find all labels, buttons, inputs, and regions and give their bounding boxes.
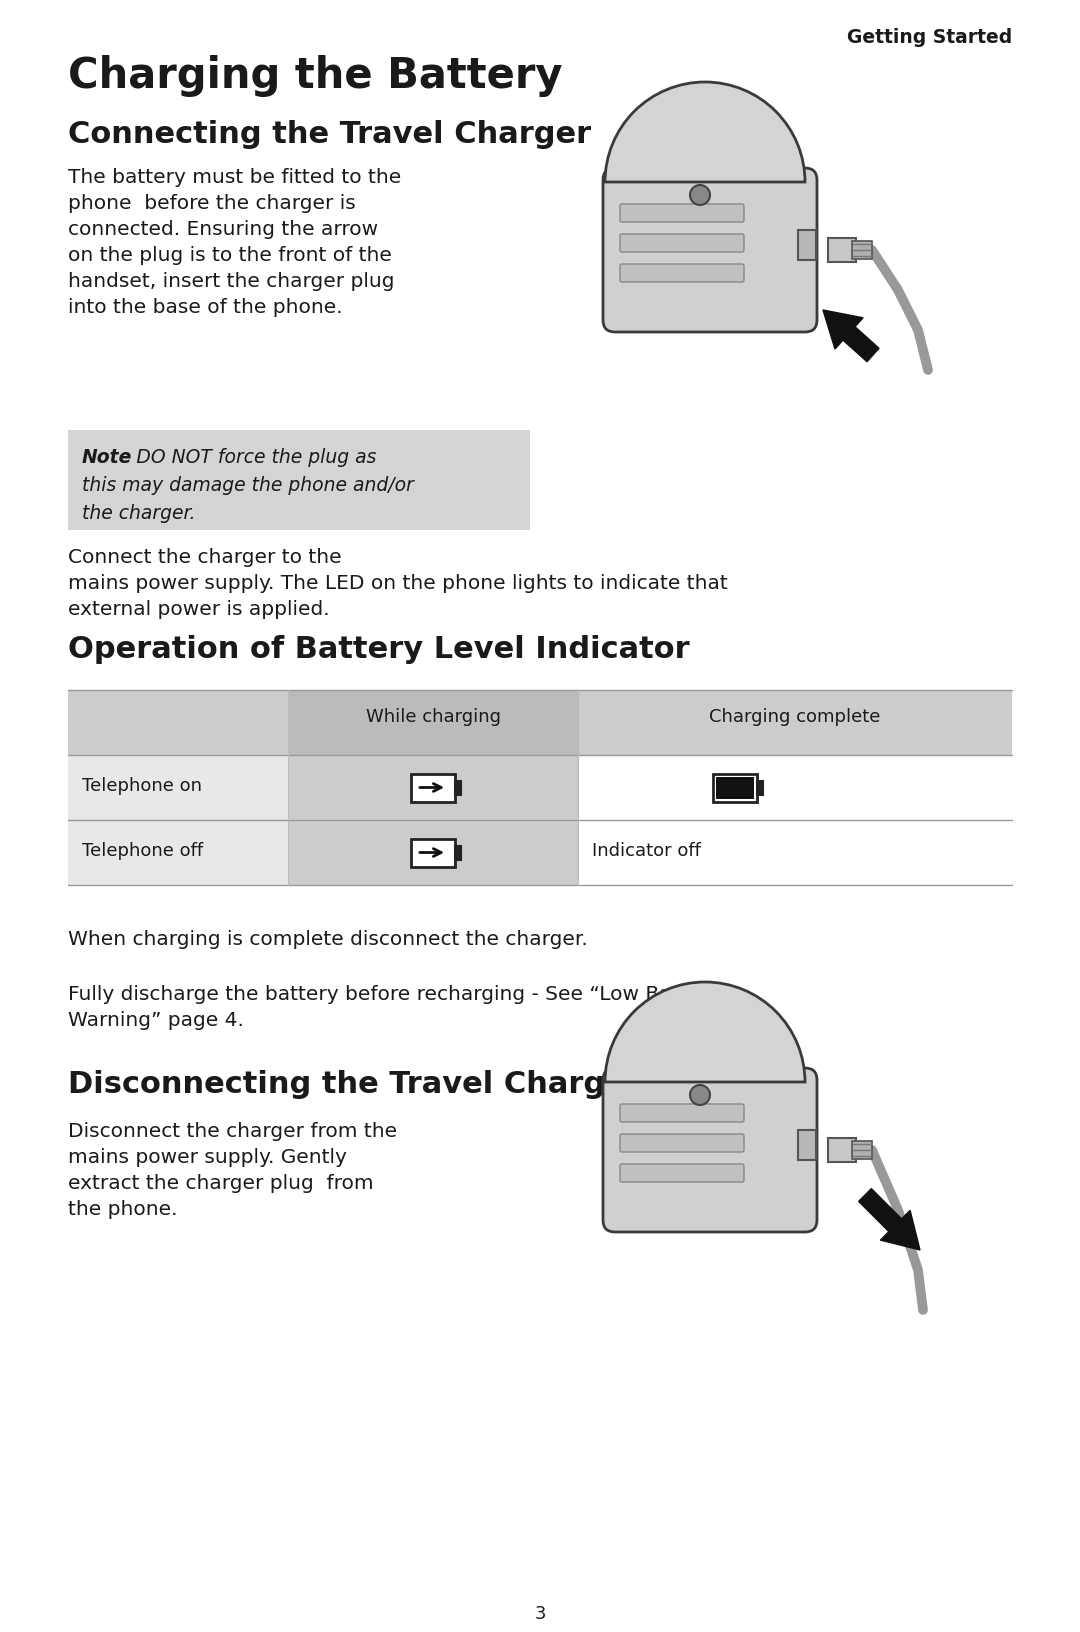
Text: : DO NOT force the plug as: : DO NOT force the plug as (124, 449, 376, 467)
Wedge shape (605, 82, 805, 183)
Text: external power is applied.: external power is applied. (68, 601, 329, 619)
Bar (828, 1138, 856, 1162)
Text: Connect the charger to the: Connect the charger to the (68, 548, 341, 566)
Text: this may damage the phone and/or: this may damage the phone and/or (82, 477, 414, 494)
Text: The battery must be fitted to the: The battery must be fitted to the (68, 168, 402, 188)
Text: Disconnecting the Travel Charger: Disconnecting the Travel Charger (68, 1071, 640, 1098)
Text: 3: 3 (535, 1604, 545, 1622)
Bar (757, 780, 762, 795)
FancyArrow shape (823, 310, 879, 362)
Bar (716, 777, 754, 798)
Text: extract the charger plug  from: extract the charger plug from (68, 1173, 374, 1193)
Text: Connecting the Travel Charger: Connecting the Travel Charger (68, 121, 591, 149)
Bar (288, 690, 578, 756)
FancyBboxPatch shape (620, 1134, 744, 1152)
Bar (68, 690, 1012, 756)
Text: Fully discharge the battery before recharging - See “Low Battery: Fully discharge the battery before recha… (68, 986, 720, 1004)
Bar (68, 756, 288, 819)
Bar (411, 774, 455, 801)
Bar (411, 839, 455, 867)
Text: mains power supply. The LED on the phone lights to indicate that: mains power supply. The LED on the phone… (68, 574, 728, 592)
Bar (288, 819, 578, 885)
Bar (852, 242, 872, 259)
Text: connected. Ensuring the arrow: connected. Ensuring the arrow (68, 220, 378, 238)
Text: While charging: While charging (365, 708, 500, 726)
Bar (288, 756, 578, 819)
Text: When charging is complete disconnect the charger.: When charging is complete disconnect the… (68, 930, 588, 948)
Bar (798, 230, 816, 259)
FancyBboxPatch shape (603, 1067, 816, 1232)
Bar (713, 774, 757, 801)
Text: Disconnect the charger from the: Disconnect the charger from the (68, 1123, 397, 1141)
Circle shape (690, 184, 710, 206)
Bar (68, 429, 530, 530)
Circle shape (690, 1085, 710, 1105)
Bar (455, 780, 461, 795)
Text: Telephone on: Telephone on (82, 777, 202, 795)
Text: the phone.: the phone. (68, 1200, 177, 1219)
Text: handset, insert the charger plug: handset, insert the charger plug (68, 273, 394, 290)
FancyBboxPatch shape (620, 233, 744, 251)
Bar (68, 819, 288, 885)
FancyBboxPatch shape (620, 264, 744, 282)
FancyBboxPatch shape (620, 1164, 744, 1182)
Text: on the plug is to the front of the: on the plug is to the front of the (68, 246, 392, 264)
Bar (798, 1129, 816, 1160)
FancyBboxPatch shape (620, 204, 744, 222)
Text: Indicator off: Indicator off (592, 842, 701, 860)
Text: phone  before the charger is: phone before the charger is (68, 194, 355, 214)
Text: Warning” page 4.: Warning” page 4. (68, 1010, 244, 1030)
Text: Charging the Battery: Charging the Battery (68, 55, 563, 96)
Wedge shape (605, 982, 805, 1082)
Bar (455, 845, 461, 860)
Text: Note: Note (82, 449, 133, 467)
Text: Operation of Battery Level Indicator: Operation of Battery Level Indicator (68, 635, 690, 664)
Text: the charger.: the charger. (82, 504, 195, 522)
Text: Charging complete: Charging complete (710, 708, 880, 726)
Text: mains power supply. Gently: mains power supply. Gently (68, 1147, 347, 1167)
FancyBboxPatch shape (603, 168, 816, 331)
Text: Getting Started: Getting Started (847, 28, 1012, 47)
Text: into the base of the phone.: into the base of the phone. (68, 299, 342, 317)
Text: Telephone off: Telephone off (82, 842, 203, 860)
FancyArrow shape (859, 1188, 920, 1250)
Bar (852, 1141, 872, 1159)
Bar (828, 238, 856, 263)
FancyBboxPatch shape (620, 1103, 744, 1123)
